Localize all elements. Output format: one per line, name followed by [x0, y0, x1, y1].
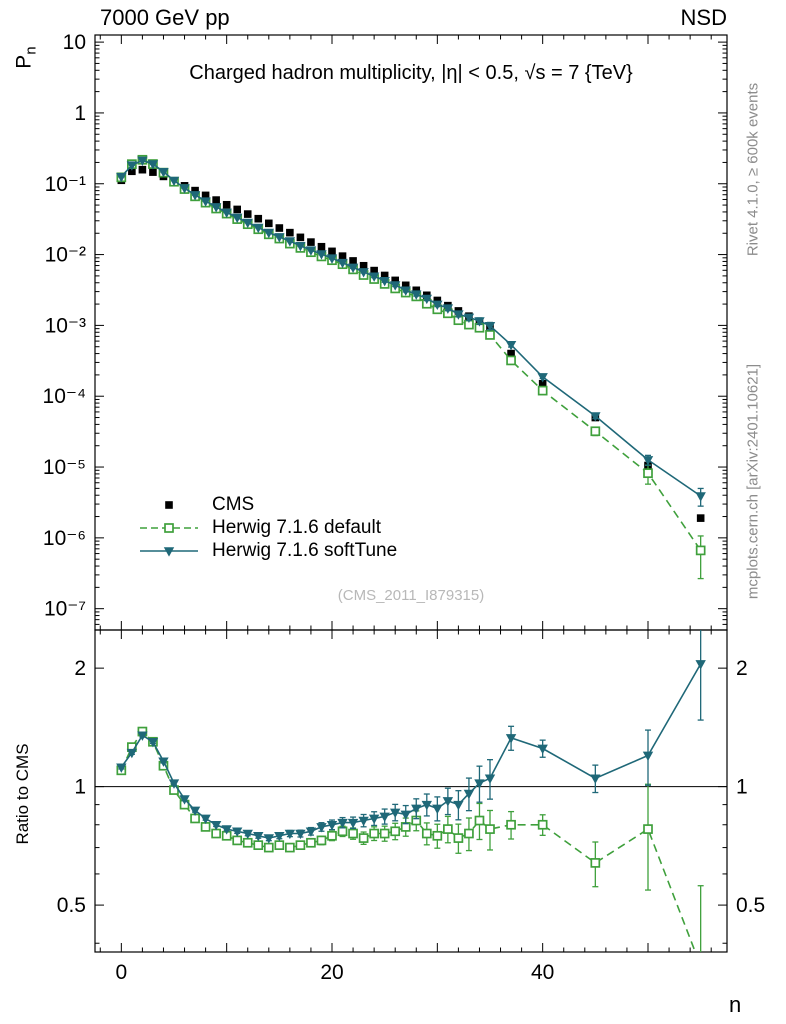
tick-label: 10⁻⁴ [43, 385, 86, 408]
tick-label: 0 [115, 961, 127, 984]
tick-label: 2 [736, 657, 748, 680]
tick-label: 2 [74, 657, 86, 680]
tick-label: 10⁻¹ [45, 173, 86, 196]
xaxis-label: n [729, 992, 742, 1017]
yaxis-label-main-text: P [12, 54, 36, 69]
tick-label: 10⁻⁶ [43, 527, 86, 550]
tick-label: 0.5 [57, 894, 86, 917]
tick-label: 20 [320, 961, 343, 984]
legend-label-cms: CMS [212, 493, 255, 515]
series-herwig-default-ratio [116, 726, 704, 952]
tick-label: 1 [74, 776, 86, 799]
legend: CMS Herwig 7.1.6 default Herwig 7.1.6 so… [138, 493, 397, 562]
series-herwig-softtune-main [116, 156, 706, 507]
legend-item-herwig-default: Herwig 7.1.6 default [138, 516, 397, 539]
legend-label-herwig-default: Herwig 7.1.6 default [212, 516, 381, 538]
mcplots-note: mcplots.cern.ch [arXiv:2401.10621] [744, 363, 762, 600]
cms-marker-icon [165, 500, 173, 509]
event-class: NSD [680, 5, 727, 30]
beam-info: 7000 GeV pp [100, 5, 230, 30]
series-herwig-softtune-ratio [116, 630, 706, 844]
axis-ticks [95, 35, 727, 952]
tick-label: 10 [63, 31, 86, 54]
tick-label: 0.5 [736, 894, 765, 917]
series-cms-main [117, 165, 705, 522]
tick-label: 40 [531, 961, 554, 984]
yaxis-label-main: Pn [12, 18, 39, 98]
tick-labels: 10 1 10⁻¹ 10⁻² 10⁻³ 10⁻⁴ 10⁻⁵ 10⁻⁶ 10⁻⁷ 2 2 1 1 0.5 0.… [43, 31, 766, 984]
analysis-watermark: (CMS_2011_I879315) [337, 587, 485, 604]
plot-title: Charged hadron multiplicity, |η| < 0.5, … [189, 62, 633, 84]
legend-item-herwig-softtune: Herwig 7.1.6 softTune [138, 539, 397, 562]
yaxis-label-main-sub: n [23, 46, 40, 55]
legend-item-cms: CMS [138, 493, 397, 516]
tick-label: 10⁻⁷ [44, 598, 86, 621]
herwig-default-marker-icon [140, 522, 198, 533]
tick-label: 10⁻⁵ [43, 456, 86, 479]
yaxis-label-ratio: Ratio to CMS [13, 743, 32, 845]
tick-label: 10⁻² [45, 244, 86, 267]
tick-label: 10⁻³ [45, 314, 86, 337]
rivet-version-note: Rivet 4.1.0, ≥ 600k events [744, 82, 762, 257]
tick-label: 1 [736, 776, 748, 799]
herwig-softtune-marker-icon [140, 546, 198, 557]
legend-label-herwig-softtune: Herwig 7.1.6 softTune [212, 539, 398, 561]
tick-label: 1 [74, 102, 86, 125]
